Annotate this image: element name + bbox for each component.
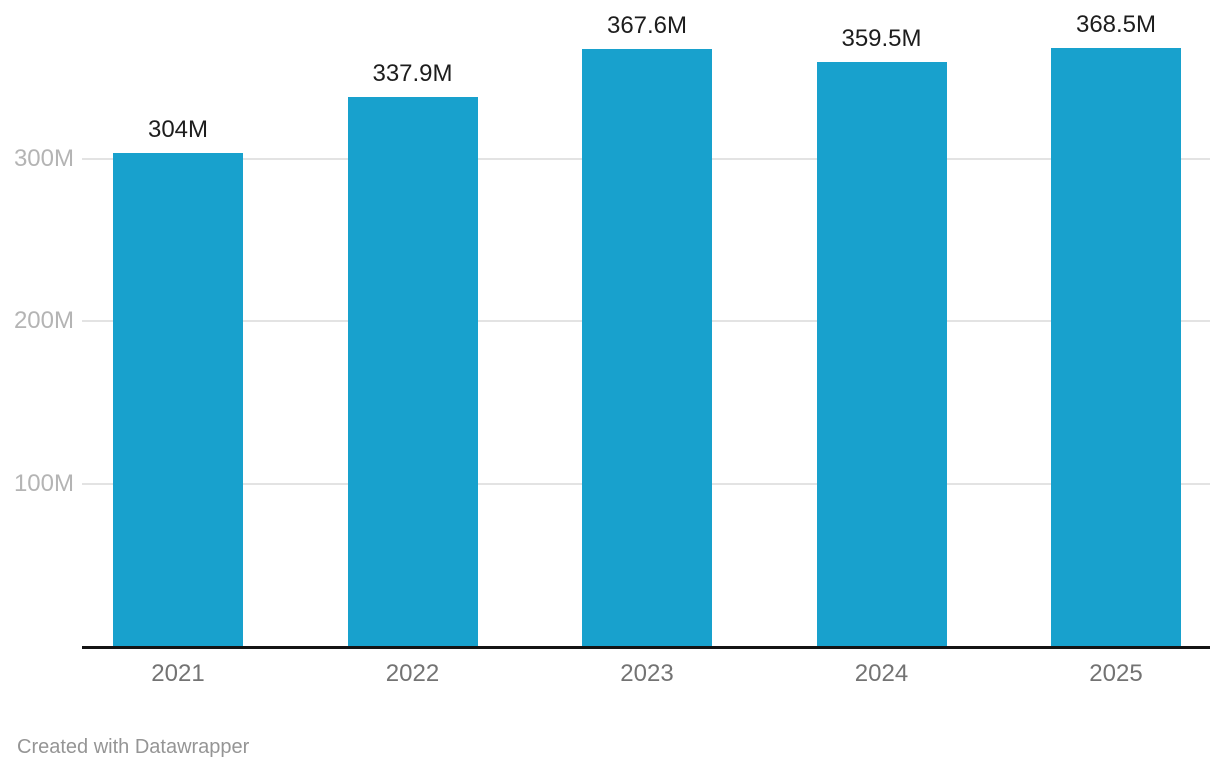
y-axis-tick-label: 100M bbox=[13, 469, 74, 497]
x-axis-category-label: 2023 bbox=[620, 660, 674, 687]
bar-2023 bbox=[582, 49, 712, 646]
x-axis-category-label: 2021 bbox=[151, 660, 205, 687]
x-axis-category-label: 2025 bbox=[1089, 660, 1143, 687]
bar-2021 bbox=[113, 152, 243, 646]
bar-value-label: 304M bbox=[147, 115, 209, 143]
y-axis-tick-label: 300M bbox=[13, 145, 74, 172]
bar-2025 bbox=[1051, 47, 1181, 646]
y-axis-tick-label: 200M bbox=[13, 307, 74, 335]
datawrapper-attribution-link[interactable]: Created with Datawrapper bbox=[17, 736, 250, 758]
bar-value-label: 368.5M bbox=[1075, 10, 1157, 38]
bar-value-label: 367.6M bbox=[606, 12, 688, 40]
bar-value-label: 337.9M bbox=[372, 60, 453, 88]
bar-2022 bbox=[347, 97, 478, 646]
bar-value-label: 359.5M bbox=[841, 25, 922, 53]
x-axis-baseline bbox=[82, 646, 1210, 649]
x-axis-category-label: 2024 bbox=[854, 660, 909, 687]
x-axis-category-label: 2022 bbox=[385, 660, 440, 687]
bar-2024 bbox=[816, 62, 947, 646]
